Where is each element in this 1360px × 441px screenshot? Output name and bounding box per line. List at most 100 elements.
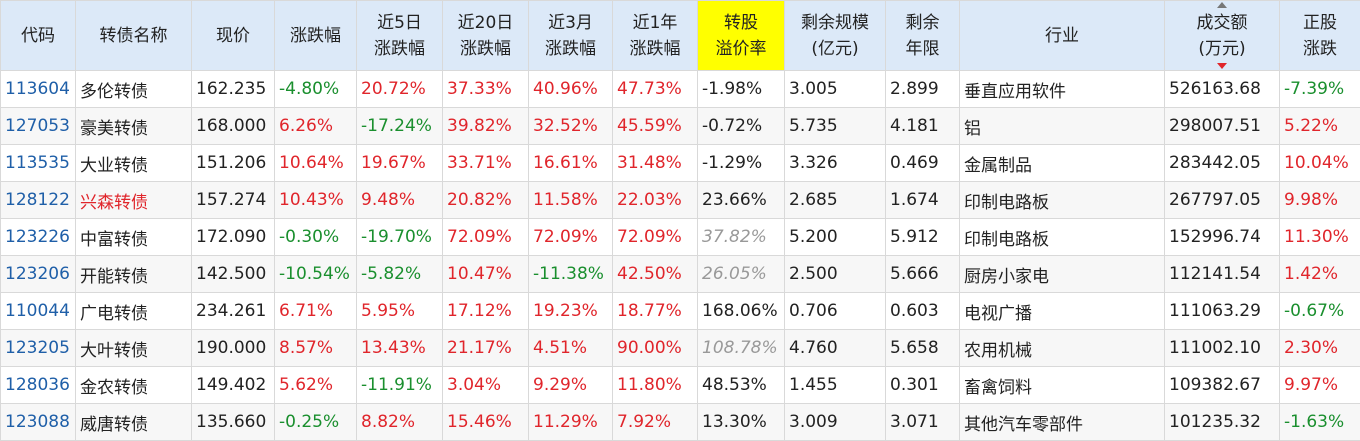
cell-name[interactable]: 兴森转债 — [75, 181, 192, 219]
header-label-line: 近5日 — [377, 12, 422, 33]
cell-name[interactable]: 多伦转债 — [75, 70, 192, 108]
header-chg3m[interactable]: 近3月 涨跌幅 — [528, 0, 613, 71]
cell-code[interactable]: 123206 — [0, 255, 76, 293]
cell-name[interactable]: 豪美转债 — [75, 107, 192, 145]
cell-code[interactable]: 127053 — [0, 107, 76, 145]
header-chg20[interactable]: 近20日 涨跌幅 — [442, 0, 529, 71]
cell-name[interactable]: 广电转债 — [75, 292, 192, 330]
cell-code[interactable]: 110044 — [0, 292, 76, 330]
cell-premium: 37.82% — [697, 218, 785, 256]
header-label-line: 近3月 — [548, 12, 593, 33]
cell-name[interactable]: 大叶转债 — [75, 329, 192, 367]
table-row[interactable]: 123088 威唐转债 135.660 -0.25% 8.82% 15.46% 11.29%… — [0, 403, 1360, 441]
cell-years: 3.071 — [885, 403, 960, 441]
sort-desc-icon[interactable] — [1217, 63, 1227, 69]
cell-chg3m: 9.29% — [528, 366, 613, 404]
cell-code[interactable]: 113604 — [0, 70, 76, 108]
cell-chg1y: 45.59% — [612, 107, 698, 145]
cell-chg3m: 32.52% — [528, 107, 613, 145]
cell-scale: 2.500 — [784, 255, 886, 293]
cell-chg3m: 11.29% — [528, 403, 613, 441]
cell-chg: -0.30% — [274, 218, 357, 256]
cell-code[interactable]: 123205 — [0, 329, 76, 367]
cell-name[interactable]: 威唐转债 — [75, 403, 192, 441]
cell-name[interactable]: 大业转债 — [75, 144, 192, 182]
header-years[interactable]: 剩余 年限 — [885, 0, 960, 71]
header-chg[interactable]: 涨跌幅 — [274, 0, 357, 71]
table-row[interactable]: 123205 大叶转债 190.000 8.57% 13.43% 21.17% 4.51% 9… — [0, 329, 1360, 367]
header-stock-chg[interactable]: 正股 涨跌 — [1279, 0, 1360, 71]
cell-chg1y: 11.80% — [612, 366, 698, 404]
table-row[interactable]: 113535 大业转债 151.206 10.64% 19.67% 33.71% 16.61… — [0, 144, 1360, 182]
cell-price: 168.000 — [191, 107, 275, 145]
cell-premium: 108.78% — [697, 329, 785, 367]
cell-name[interactable]: 中富转债 — [75, 218, 192, 256]
cell-scale: 3.005 — [784, 70, 886, 108]
cell-industry: 铝 — [959, 107, 1165, 145]
cell-chg1y: 22.03% — [612, 181, 698, 219]
cell-volume: 112141.54 — [1164, 255, 1280, 293]
cell-years: 1.674 — [885, 181, 960, 219]
cell-chg5: 20.72% — [356, 70, 443, 108]
cell-chg20: 3.04% — [442, 366, 529, 404]
cell-scale: 0.706 — [784, 292, 886, 330]
cell-chg1y: 42.50% — [612, 255, 698, 293]
header-label-line: (万元) — [1198, 38, 1246, 59]
cell-stock_chg: 10.04% — [1279, 144, 1360, 182]
header-code[interactable]: 代码 — [0, 0, 76, 71]
header-label-line: 剩余规模 — [801, 12, 869, 33]
table-row[interactable]: 110044 广电转债 234.261 6.71% 5.95% 17.12% 19.23% 1… — [0, 292, 1360, 330]
header-chg5[interactable]: 近5日 涨跌幅 — [356, 0, 443, 71]
cell-premium: -0.72% — [697, 107, 785, 145]
header-label-line: 溢价率 — [715, 38, 767, 59]
header-scale[interactable]: 剩余规模 (亿元) — [784, 0, 886, 71]
table-row[interactable]: 113604 多伦转债 162.235 -4.80% 20.72% 37.33% 40.96… — [0, 70, 1360, 108]
cell-premium: 26.05% — [697, 255, 785, 293]
table-row[interactable]: 127053 豪美转债 168.000 6.26% -17.24% 39.82% 32.52… — [0, 107, 1360, 145]
header-chg1y[interactable]: 近1年 涨跌幅 — [612, 0, 698, 71]
cell-premium: -1.29% — [697, 144, 785, 182]
cell-price: 142.500 — [191, 255, 275, 293]
cell-code[interactable]: 123226 — [0, 218, 76, 256]
cell-chg5: 19.67% — [356, 144, 443, 182]
cell-price: 234.261 — [191, 292, 275, 330]
table-row[interactable]: 123206 开能转债 142.500 -10.54% -5.82% 10.47% -11.… — [0, 255, 1360, 293]
header-price[interactable]: 现价 — [191, 0, 275, 71]
cell-premium: 168.06% — [697, 292, 785, 330]
table-row[interactable]: 128122 兴森转债 157.274 10.43% 9.48% 20.82% 11.58%… — [0, 181, 1360, 219]
cell-chg1y: 47.73% — [612, 70, 698, 108]
header-label-line: 年限 — [905, 38, 940, 59]
cell-stock_chg: 11.30% — [1279, 218, 1360, 256]
cell-code[interactable]: 128036 — [0, 366, 76, 404]
cell-volume: 111002.10 — [1164, 329, 1280, 367]
cell-years: 5.666 — [885, 255, 960, 293]
cell-chg: 5.62% — [274, 366, 357, 404]
cell-name[interactable]: 开能转债 — [75, 255, 192, 293]
cell-code[interactable]: 128122 — [0, 181, 76, 219]
cell-price: 190.000 — [191, 329, 275, 367]
cell-code[interactable]: 113535 — [0, 144, 76, 182]
cell-volume: 111063.29 — [1164, 292, 1280, 330]
cell-scale: 5.200 — [784, 218, 886, 256]
cell-years: 4.181 — [885, 107, 960, 145]
cell-stock_chg: -7.39% — [1279, 70, 1360, 108]
cell-industry: 金属制品 — [959, 144, 1165, 182]
header-volume[interactable]: 成交额 (万元) — [1164, 0, 1280, 71]
cell-years: 0.469 — [885, 144, 960, 182]
cell-code[interactable]: 123088 — [0, 403, 76, 441]
table-row[interactable]: 123226 中富转债 172.090 -0.30% -19.70% 72.09% 72.0… — [0, 218, 1360, 256]
cell-years: 5.912 — [885, 218, 960, 256]
header-industry[interactable]: 行业 — [959, 0, 1165, 71]
header-name[interactable]: 转债名称 — [75, 0, 192, 71]
cell-premium: -1.98% — [697, 70, 785, 108]
cell-premium: 23.66% — [697, 181, 785, 219]
header-premium[interactable]: 转股 溢价率 — [697, 0, 785, 71]
cell-name[interactable]: 金农转债 — [75, 366, 192, 404]
cell-industry: 电视广播 — [959, 292, 1165, 330]
sort-asc-icon[interactable] — [1217, 2, 1227, 8]
table-body: 113604 多伦转债 162.235 -4.80% 20.72% 37.33% 40.96… — [0, 70, 1360, 441]
table-row[interactable]: 128036 金农转债 149.402 5.62% -11.91% 3.04% 9.29% 1… — [0, 366, 1360, 404]
cell-scale: 5.735 — [784, 107, 886, 145]
cell-industry: 印制电路板 — [959, 218, 1165, 256]
